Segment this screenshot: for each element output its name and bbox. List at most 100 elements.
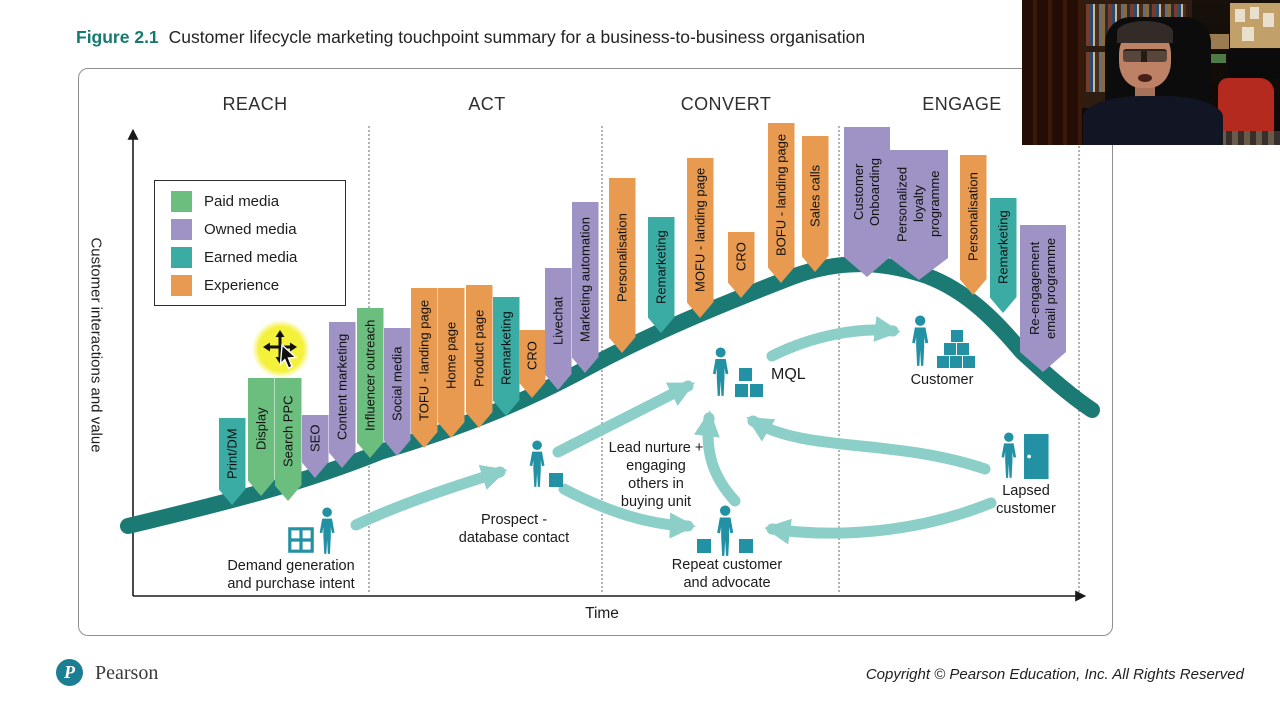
banner-search-ppc: Search PPC: [275, 378, 302, 501]
phase-separator-2: [601, 126, 603, 592]
paid-media-swatch-icon: [171, 190, 192, 212]
mql-box-icon: [735, 384, 748, 402]
legend-item-experience: Experience: [171, 274, 345, 296]
phase-header-act: ACT: [468, 94, 506, 114]
repeat-customer-box-icon: [739, 539, 753, 558]
presenter-mouth: [1138, 74, 1152, 82]
figure-label: Figure 2.1: [76, 27, 159, 47]
banner-label: Remarketing: [994, 210, 1010, 285]
figure-title-text: Customer lifecycle marketing touchpoint …: [168, 27, 866, 47]
repeat-customer-person-icon: [711, 505, 739, 562]
banner-label: Marketing automation: [576, 217, 592, 343]
prospect-box-icon: [549, 473, 563, 492]
banner-label: Personalisation: [613, 213, 629, 302]
webcam-monitor: [1228, 49, 1280, 79]
banner-label: Personalisation: [964, 172, 980, 262]
caption-lapsed-customer: Lapsed customer: [996, 483, 1056, 517]
legend-label: Owned media: [204, 220, 297, 238]
banner-label: Search PPC: [279, 395, 295, 468]
phase-header-engage: ENGAGE: [922, 94, 1002, 114]
banner-marketing-automation: Marketing automation: [572, 202, 599, 373]
banner-livechat: Livechat: [545, 268, 572, 390]
banner-bofu-landing-page: BOFU - landing page: [768, 123, 795, 283]
banner-print-dm: Print/DM: [219, 418, 246, 505]
customer-person-icon: [906, 315, 934, 372]
webcam-paper: [1235, 9, 1245, 22]
customer-box-icon: [950, 355, 962, 373]
legend-item-owned-media: Owned media: [171, 218, 345, 240]
banner-display: Display: [248, 378, 275, 496]
experience-swatch-icon: [171, 274, 192, 296]
caption-lead-nurture: Lead nurture + engaging others in buying…: [608, 440, 704, 510]
legend-item-paid-media: Paid media: [171, 190, 345, 212]
banner-label: Social media: [388, 346, 404, 422]
banner-label: BOFU - landing page: [772, 133, 788, 257]
banner-label: Remarketing: [497, 311, 513, 386]
lapsed-customer-door-icon: [1023, 433, 1050, 485]
demand-generation-grid-icon: [287, 526, 315, 559]
webcam-paper: [1250, 7, 1259, 19]
banner-label: Personalized loyalty programme: [894, 166, 943, 242]
banner-label: Content marketing: [333, 333, 349, 441]
lapsed-customer-person-icon: [996, 432, 1022, 484]
x-axis-label: Time: [585, 605, 619, 622]
presenter-glasses: [1123, 49, 1167, 62]
banner-label: CRO: [523, 341, 539, 371]
banner-remarketing: Remarketing: [648, 217, 675, 333]
y-axis-label: Customer interactions and value: [87, 237, 105, 453]
caption-mql: MQL: [771, 366, 806, 383]
banner-label: Display: [252, 407, 268, 451]
banner-home-page: Home page: [438, 288, 465, 438]
pearson-wordmark: Pearson: [95, 662, 159, 684]
figure-title: Figure 2.1 Customer lifecycle marketing t…: [76, 27, 865, 48]
banner-label: Print/DM: [223, 428, 239, 479]
repeat-customer-box-icon: [697, 539, 711, 558]
presenter-body: [1083, 96, 1223, 145]
banner-label: MOFU - landing page: [691, 167, 707, 293]
banner-remarketing: Remarketing: [493, 297, 520, 416]
pearson-logo: P: [56, 659, 83, 686]
caption-customer: Customer: [910, 372, 974, 388]
phase-separator-4: [1078, 126, 1080, 592]
mql-box-icon: [750, 384, 763, 402]
banner-label: Influencer outreach: [361, 319, 377, 431]
webcam-paper: [1263, 13, 1274, 27]
banner-label: Product page: [470, 309, 486, 388]
customer-box-icon: [937, 355, 949, 373]
earned-media-swatch-icon: [171, 246, 192, 268]
banner-remarketing: Remarketing: [990, 198, 1017, 313]
banner-personalisation: Personalisation: [960, 155, 987, 295]
banner-label: Sales calls: [806, 164, 822, 228]
banner-mofu-landing-page: MOFU - landing page: [687, 158, 714, 318]
phase-separator-3: [838, 126, 840, 592]
webcam-overlay: [1022, 0, 1280, 145]
banner-product-page: Product page: [466, 285, 493, 428]
banner-label: Customer Onboarding: [850, 158, 882, 226]
legend-label: Earned media: [204, 248, 298, 266]
webcam-wardrobe: [1022, 0, 1082, 145]
caption-demand-generation: Demand generation and purchase intent: [227, 558, 355, 592]
banner-label: SEO: [306, 424, 322, 453]
phase-header-reach: REACH: [222, 94, 288, 114]
webcam-corkboard: [1230, 3, 1280, 48]
banner-label: CRO: [732, 242, 748, 272]
caption-prospect: Prospect - database contact: [458, 512, 570, 546]
prospect-person-icon: [524, 440, 550, 493]
webcam-red-chair: [1218, 78, 1274, 134]
banner-label: Re-engagement email programme: [1026, 237, 1058, 340]
banner-tofu-landing-page: TOFU - landing page: [411, 288, 438, 448]
banner-personalisation: Personalisation: [609, 178, 636, 353]
banner-customer-onboarding: Customer Onboarding: [844, 127, 890, 277]
pearson-logo-letter: P: [64, 662, 75, 682]
copyright-text: Copyright © Pearson Education, Inc. All …: [865, 666, 1244, 683]
banner-social-media: Social media: [384, 328, 411, 456]
mql-person-icon: [707, 347, 734, 402]
banner-label: Remarketing: [652, 230, 668, 304]
webcam-photo-frames: [1208, 34, 1229, 49]
banner-label: TOFU - landing page: [415, 299, 431, 421]
presenter-hair: [1117, 21, 1173, 43]
banner-content-marketing: Content marketing: [329, 322, 356, 468]
webcam-paper: [1242, 27, 1254, 41]
caption-repeat-customer: Repeat customer and advocate: [671, 557, 783, 591]
